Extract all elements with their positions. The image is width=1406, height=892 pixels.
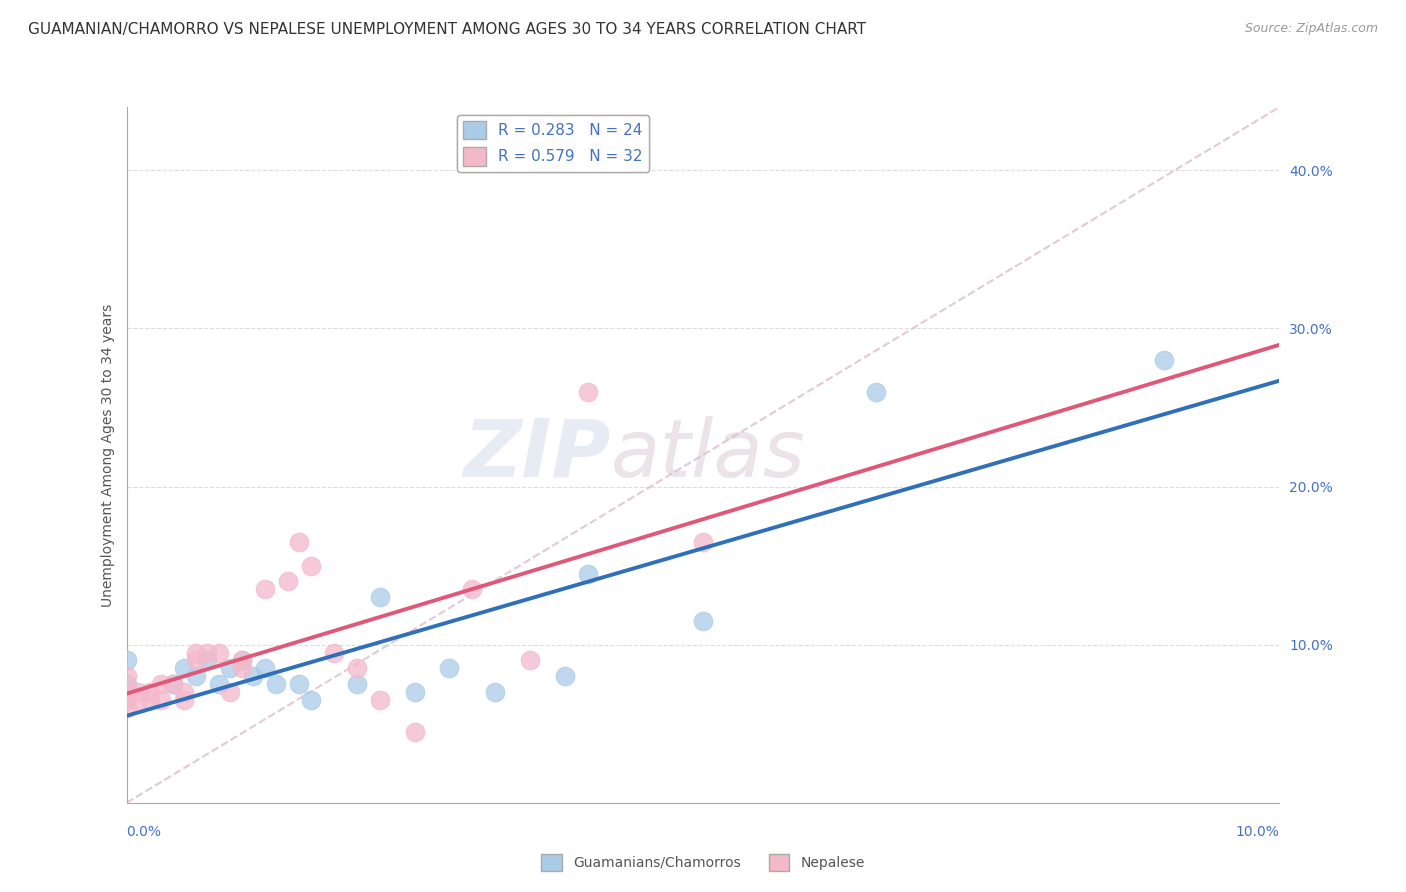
Point (439, 661, 461, 675)
Point (219, 685, 242, 699)
Point (692, 614, 714, 628)
Point (173, 693, 195, 707)
Point (554, 669, 576, 683)
Point (266, 677, 288, 691)
Point (461, 582, 484, 597)
Point (208, 677, 231, 691)
Legend: Guamanians/Chamorros, Nepalese: Guamanians/Chamorros, Nepalese (536, 848, 870, 876)
Point (127, 685, 149, 699)
Point (150, 693, 173, 707)
Point (253, 582, 276, 597)
Point (346, 677, 368, 691)
Point (195, 646, 218, 660)
Text: 0.0%: 0.0% (127, 825, 162, 839)
Point (576, 566, 599, 581)
Point (288, 677, 311, 691)
Point (484, 685, 506, 699)
Point (323, 646, 346, 660)
Point (288, 534, 311, 549)
Point (115, 669, 138, 683)
Text: 10.0%: 10.0% (1236, 825, 1279, 839)
Point (115, 653, 138, 667)
Point (115, 685, 138, 699)
Point (115, 701, 138, 715)
Point (368, 591, 391, 605)
Text: Source: ZipAtlas.com: Source: ZipAtlas.com (1244, 22, 1378, 36)
Legend: R = 0.283   N = 24, R = 0.579   N = 32: R = 0.283 N = 24, R = 0.579 N = 32 (457, 115, 650, 172)
Point (184, 669, 207, 683)
Point (253, 661, 276, 675)
Point (277, 574, 299, 589)
Point (242, 669, 264, 683)
Point (299, 693, 322, 707)
Point (299, 558, 322, 573)
Point (162, 677, 184, 691)
Point (231, 661, 253, 675)
Point (368, 693, 391, 707)
Point (138, 685, 160, 699)
Point (576, 384, 599, 399)
Point (231, 653, 253, 667)
Point (115, 677, 138, 691)
Point (184, 653, 207, 667)
Point (404, 685, 426, 699)
Point (346, 661, 368, 675)
Y-axis label: Unemployment Among Ages 30 to 34 years: Unemployment Among Ages 30 to 34 years (101, 303, 115, 607)
Point (404, 724, 426, 739)
Point (692, 534, 714, 549)
Point (150, 677, 173, 691)
Point (208, 646, 231, 660)
Point (162, 677, 184, 691)
Point (127, 693, 149, 707)
Point (173, 661, 195, 675)
Point (231, 653, 253, 667)
Point (173, 685, 195, 699)
Text: ZIP: ZIP (464, 416, 610, 494)
Point (138, 693, 160, 707)
Point (1153, 353, 1175, 368)
Point (219, 661, 242, 675)
Point (184, 646, 207, 660)
Text: GUAMANIAN/CHAMORRO VS NEPALESE UNEMPLOYMENT AMONG AGES 30 TO 34 YEARS CORRELATIO: GUAMANIAN/CHAMORRO VS NEPALESE UNEMPLOYM… (28, 22, 866, 37)
Point (195, 653, 218, 667)
Point (865, 384, 887, 399)
Point (115, 693, 138, 707)
Point (519, 653, 541, 667)
Text: atlas: atlas (610, 416, 806, 494)
